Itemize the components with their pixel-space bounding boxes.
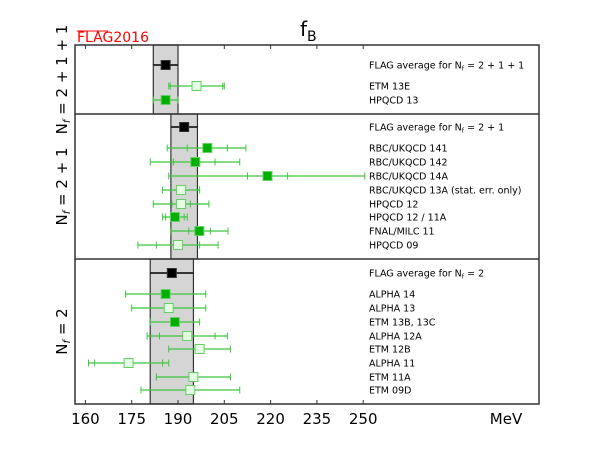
data-point-marker — [262, 171, 273, 181]
flag-average-label: FLAG average for Nf = 2 + 1 — [369, 123, 504, 135]
section-label: Nf = 2 + 1 — [53, 147, 73, 225]
entry-label-text: HPQCD 13 — [369, 96, 418, 107]
x-tick-label: 190 — [164, 410, 193, 428]
flag-logo: FLAG2016 — [77, 30, 149, 46]
section-label: Nf = 2 + 1 + 1 — [53, 25, 73, 135]
entry-label: HPQCD 09 — [369, 241, 418, 252]
section-label-sub: f — [62, 209, 73, 214]
entry-label-rest: = 2 + 1 + 1 — [464, 61, 524, 72]
data-point-marker — [194, 226, 205, 236]
entry-label-sub: f — [462, 273, 465, 281]
x-tick-label: 175 — [117, 410, 146, 428]
x-tick-label: 205 — [210, 410, 239, 428]
entry-label-text: ETM 13B, 13C — [369, 318, 436, 329]
entry-label-sub: f — [462, 127, 465, 135]
entry-label-text: RBC/UKQCD 14A — [369, 172, 449, 183]
section-label-rest: = 2 + 1 — [53, 147, 71, 210]
chart-title: fB — [300, 17, 317, 45]
entry-label: ETM 12B — [369, 345, 411, 356]
section-label-n: N — [53, 343, 71, 354]
entry-label-text: RBC/UKQCD 141 — [369, 144, 448, 155]
section-label-rest: = 2 + 1 + 1 — [53, 25, 71, 120]
section-label-n: N — [53, 214, 71, 225]
data-point-marker — [188, 372, 199, 382]
entry-label: ETM 09D — [369, 386, 411, 397]
entry-label: ETM 13B, 13C — [369, 318, 436, 329]
data-point-marker — [160, 289, 171, 299]
entry-label-text: FLAG average for N — [369, 269, 462, 280]
entry-label-text: RBC/UKQCD 142 — [369, 158, 448, 169]
section-label-n: N — [53, 123, 71, 134]
entry-label-rest: = 2 — [464, 269, 484, 280]
entry-label: FNAL/MILC 11 — [369, 227, 435, 238]
entry-label: HPQCD 12 — [369, 200, 418, 211]
data-point-marker — [182, 331, 193, 341]
x-tick-label: 250 — [349, 410, 378, 428]
entry-label: HPQCD 13 — [369, 96, 418, 107]
entry-label-text: ALPHA 13 — [369, 304, 415, 315]
section-label-sub: f — [62, 118, 73, 123]
data-point-marker — [163, 303, 174, 313]
data-point-marker — [169, 317, 180, 327]
entry-label: ETM 13E — [369, 82, 410, 93]
entry-label: RBC/UKQCD 13A (stat. err. only) — [369, 186, 521, 197]
section-label-sub: f — [62, 338, 73, 343]
data-point-marker — [176, 185, 187, 195]
x-tick-label: 220 — [256, 410, 285, 428]
entry-label: HPQCD 12 / 11A — [369, 213, 447, 224]
entry-label-text: ETM 09D — [369, 386, 411, 397]
data-point-marker — [191, 81, 202, 91]
entry-label-text: FNAL/MILC 11 — [369, 227, 435, 238]
x-tick-label: 235 — [303, 410, 332, 428]
entry-label-text: ALPHA 11 — [369, 359, 415, 370]
data-point-marker — [202, 143, 213, 153]
entry-label-text: ALPHA 14 — [369, 290, 415, 301]
entry-label: RBC/UKQCD 142 — [369, 158, 448, 169]
chart-title-subscript: B — [307, 29, 317, 45]
data-point-marker — [173, 240, 183, 250]
entry-label-text: FLAG average for N — [369, 123, 462, 134]
flag-average-label: FLAG average for Nf = 2 — [369, 269, 484, 281]
data-point-marker — [194, 344, 205, 354]
data-point-marker — [185, 385, 196, 395]
entry-label: RBC/UKQCD 141 — [369, 144, 448, 155]
data-point-marker — [160, 95, 171, 105]
entry-label-text: HPQCD 12 — [369, 200, 418, 211]
entry-label: ALPHA 12A — [369, 332, 422, 343]
flag-average-marker — [166, 268, 177, 278]
data-point-marker — [190, 157, 201, 167]
entry-label-text: HPQCD 09 — [369, 241, 418, 252]
data-point-marker — [169, 212, 180, 222]
chart-title-main: f — [300, 17, 308, 41]
plot-frame — [74, 44, 540, 405]
flag-average-marker — [179, 122, 190, 132]
entry-label: RBC/UKQCD 14A — [369, 172, 449, 183]
data-point-marker — [176, 199, 187, 209]
x-axis-label: MeV — [490, 410, 523, 428]
data-point-marker — [123, 358, 134, 368]
x-tick-label: 160 — [71, 410, 100, 428]
entry-label-rest: = 2 + 1 — [464, 123, 504, 134]
entry-label-text: ETM 11A — [369, 373, 411, 384]
entry-label-text: RBC/UKQCD 13A (stat. err. only) — [369, 186, 521, 197]
entry-label-text: FLAG average for N — [369, 61, 462, 72]
entry-label-sub: f — [462, 65, 465, 73]
section-label-rest: = 2 — [53, 308, 71, 340]
entry-label: ETM 11A — [369, 373, 411, 384]
flag-average-label: FLAG average for Nf = 2 + 1 + 1 — [369, 61, 524, 73]
section-label: Nf = 2 — [53, 308, 73, 354]
entry-label: ALPHA 13 — [369, 304, 415, 315]
flag-average-marker — [160, 60, 171, 70]
entry-label: ALPHA 11 — [369, 359, 415, 370]
entry-label: ALPHA 14 — [369, 290, 415, 301]
entry-label-text: ETM 12B — [369, 345, 411, 356]
entry-label-text: HPQCD 12 / 11A — [369, 213, 447, 224]
entry-label-text: ETM 13E — [369, 82, 410, 93]
entry-label-text: ALPHA 12A — [369, 332, 422, 343]
